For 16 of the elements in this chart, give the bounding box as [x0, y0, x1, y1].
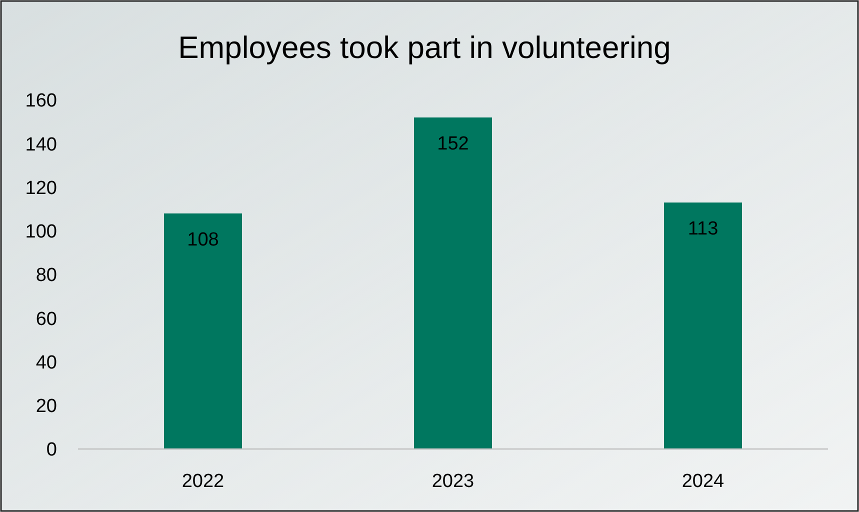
- y-tick-label: 40: [36, 352, 57, 374]
- x-tick-label: 2024: [682, 471, 725, 492]
- data-label: 113: [688, 218, 718, 240]
- y-tick-label: 120: [25, 178, 57, 199]
- x-tick-label: 2023: [432, 471, 474, 492]
- y-tick-label: 100: [25, 222, 57, 243]
- y-tick-label: 20: [36, 396, 57, 418]
- chart-title: Employees took part in volunteering: [178, 30, 671, 65]
- data-label: 152: [437, 133, 469, 154]
- x-tick-label: 2022: [182, 471, 224, 492]
- y-tick-label: 60: [36, 308, 57, 330]
- data-label: 108: [187, 229, 219, 250]
- y-tick-label: 0: [46, 440, 57, 461]
- y-tick-label: 140: [25, 134, 57, 156]
- y-tick-label: 160: [25, 90, 57, 112]
- y-tick-label: 80: [36, 265, 57, 286]
